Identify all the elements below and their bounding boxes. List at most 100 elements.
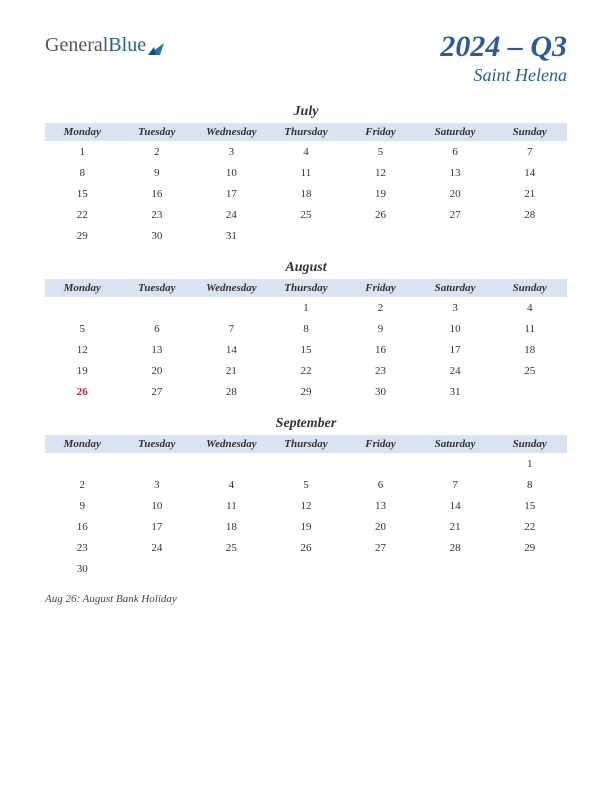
day-cell: 23 <box>120 204 195 225</box>
day-cell: 14 <box>194 339 269 360</box>
day-cell <box>45 453 120 474</box>
day-cell: 30 <box>343 381 418 402</box>
day-cell: 9 <box>343 318 418 339</box>
day-cell <box>492 225 567 246</box>
day-cell: 20 <box>418 183 493 204</box>
table-row: 12131415161718 <box>45 339 567 360</box>
month-block: AugustMondayTuesdayWednesdayThursdayFrid… <box>45 260 567 402</box>
day-cell: 4 <box>492 297 567 318</box>
day-cell: 12 <box>45 339 120 360</box>
calendar-table: MondayTuesdayWednesdayThursdayFridaySatu… <box>45 123 567 246</box>
header: GeneralBlue 2024 – Q3 Saint Helena <box>45 30 567 86</box>
day-cell: 29 <box>269 381 344 402</box>
month-name: August <box>45 260 567 276</box>
title-block: 2024 – Q3 Saint Helena <box>440 30 567 86</box>
table-row: 22232425262728 <box>45 204 567 225</box>
day-cell <box>45 297 120 318</box>
day-cell <box>343 453 418 474</box>
table-row: 1234567 <box>45 141 567 162</box>
day-header: Friday <box>343 435 418 453</box>
day-cell <box>343 225 418 246</box>
day-cell: 11 <box>492 318 567 339</box>
table-row: 1 <box>45 453 567 474</box>
logo-text-blue: Blue <box>108 34 146 57</box>
day-cell: 16 <box>45 516 120 537</box>
day-header: Tuesday <box>120 123 195 141</box>
table-row: 30 <box>45 558 567 579</box>
logo: GeneralBlue <box>45 34 164 57</box>
day-cell: 14 <box>418 495 493 516</box>
day-header: Wednesday <box>194 123 269 141</box>
day-header: Friday <box>343 279 418 297</box>
day-cell: 16 <box>343 339 418 360</box>
day-cell: 2 <box>120 141 195 162</box>
day-cell <box>418 225 493 246</box>
day-cell <box>418 558 493 579</box>
day-cell <box>343 558 418 579</box>
day-cell: 13 <box>120 339 195 360</box>
day-cell: 10 <box>194 162 269 183</box>
day-cell: 3 <box>120 474 195 495</box>
day-cell: 22 <box>492 516 567 537</box>
day-cell: 19 <box>343 183 418 204</box>
day-cell: 1 <box>269 297 344 318</box>
day-cell: 15 <box>269 339 344 360</box>
day-cell: 2 <box>45 474 120 495</box>
day-cell: 9 <box>120 162 195 183</box>
day-cell: 31 <box>418 381 493 402</box>
day-cell: 10 <box>418 318 493 339</box>
table-row: 891011121314 <box>45 162 567 183</box>
day-cell: 26 <box>343 204 418 225</box>
day-cell: 21 <box>418 516 493 537</box>
footnote: Aug 26: August Bank Holiday <box>45 593 567 605</box>
day-header: Monday <box>45 279 120 297</box>
day-cell: 3 <box>194 141 269 162</box>
day-cell <box>120 453 195 474</box>
day-cell <box>492 558 567 579</box>
day-header: Tuesday <box>120 279 195 297</box>
table-row: 9101112131415 <box>45 495 567 516</box>
day-cell <box>269 225 344 246</box>
day-header: Sunday <box>492 279 567 297</box>
day-header: Wednesday <box>194 279 269 297</box>
day-cell: 15 <box>45 183 120 204</box>
day-cell: 24 <box>194 204 269 225</box>
calendar-container: JulyMondayTuesdayWednesdayThursdayFriday… <box>45 104 567 579</box>
day-cell: 11 <box>269 162 344 183</box>
day-cell: 12 <box>269 495 344 516</box>
day-cell: 7 <box>492 141 567 162</box>
day-cell: 4 <box>269 141 344 162</box>
day-cell: 19 <box>269 516 344 537</box>
table-row: 2345678 <box>45 474 567 495</box>
day-cell: 6 <box>418 141 493 162</box>
day-cell: 6 <box>343 474 418 495</box>
day-cell <box>120 297 195 318</box>
day-cell: 20 <box>120 360 195 381</box>
day-cell: 17 <box>418 339 493 360</box>
day-cell: 27 <box>418 204 493 225</box>
table-row: 23242526272829 <box>45 537 567 558</box>
day-cell: 2 <box>343 297 418 318</box>
day-header: Thursday <box>269 435 344 453</box>
logo-text-general: General <box>45 34 108 57</box>
day-cell: 28 <box>418 537 493 558</box>
table-row: 16171819202122 <box>45 516 567 537</box>
day-cell: 22 <box>269 360 344 381</box>
day-cell: 13 <box>418 162 493 183</box>
day-cell <box>120 558 195 579</box>
table-row: 15161718192021 <box>45 183 567 204</box>
day-cell: 6 <box>120 318 195 339</box>
day-cell: 28 <box>492 204 567 225</box>
day-cell: 8 <box>269 318 344 339</box>
day-cell: 25 <box>492 360 567 381</box>
day-cell <box>194 558 269 579</box>
day-header: Monday <box>45 435 120 453</box>
day-cell: 5 <box>343 141 418 162</box>
day-cell: 16 <box>120 183 195 204</box>
day-header: Monday <box>45 123 120 141</box>
day-cell: 21 <box>194 360 269 381</box>
day-cell: 24 <box>418 360 493 381</box>
day-header: Thursday <box>269 123 344 141</box>
day-cell: 25 <box>269 204 344 225</box>
day-cell: 18 <box>492 339 567 360</box>
